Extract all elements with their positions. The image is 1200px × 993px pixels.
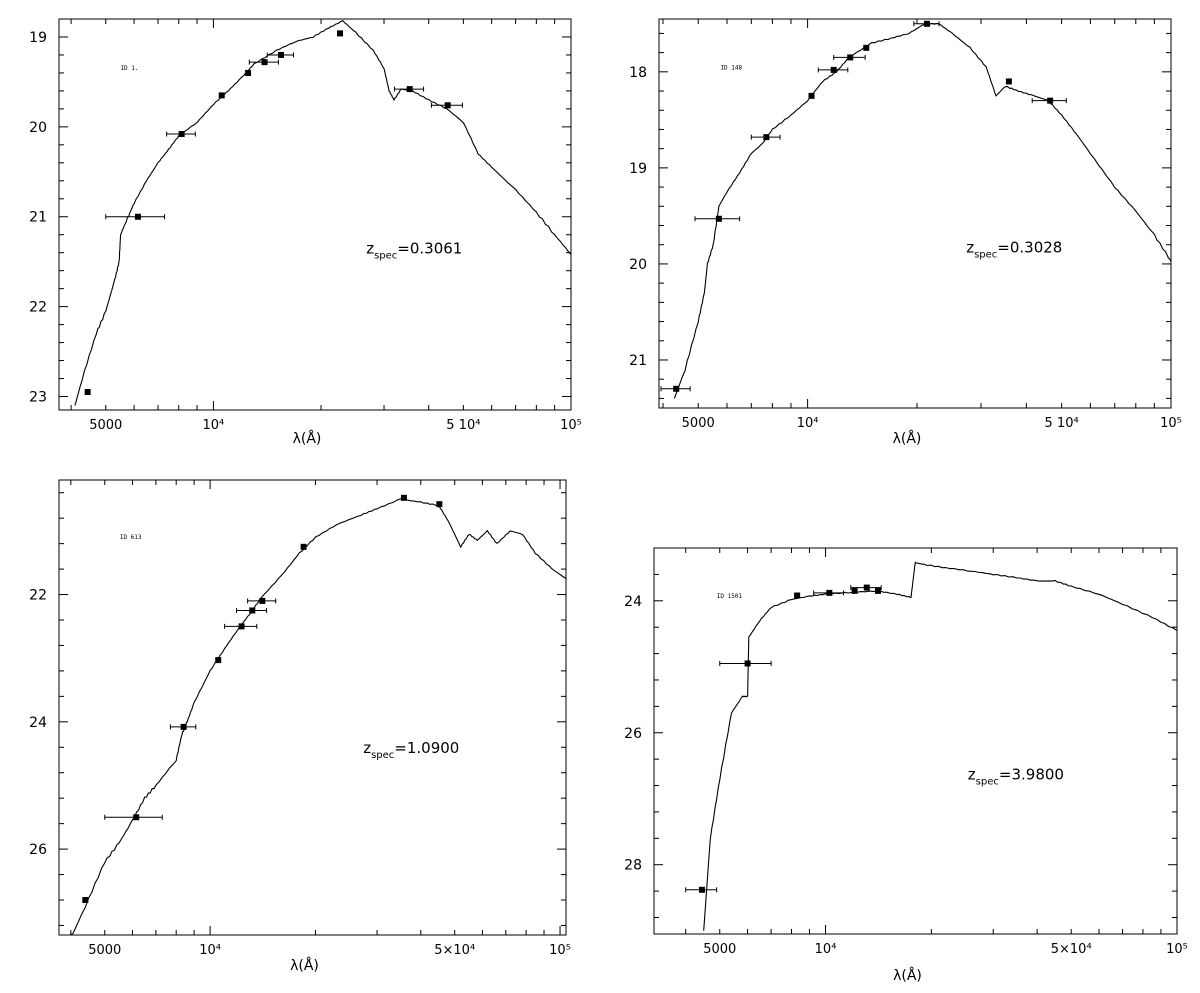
- chart-1-data-point: [178, 131, 185, 138]
- chart-2-data-point: [763, 134, 770, 141]
- chart-3-data-point: [82, 897, 89, 903]
- chart-1-data-point: [134, 213, 141, 220]
- chart-1-data-point: [337, 30, 344, 37]
- chart-4-y-tick-label: 24: [624, 594, 642, 610]
- chart-2-y-tick-label: 19: [629, 161, 647, 177]
- chart-1-data-point: [218, 92, 225, 99]
- chart-4-id-label: ID 1501: [717, 593, 743, 600]
- chart-2-data-point: [830, 66, 837, 73]
- chart-3-x-tick-label: 5000: [88, 943, 121, 958]
- chart-3-redshift-annotation: zspec=1.0900: [363, 739, 459, 761]
- chart-2-data-point: [808, 92, 815, 99]
- chart-1-data-point: [406, 86, 413, 93]
- chart-4-x-tick-label: 5000: [703, 942, 736, 957]
- chart-4-data-point: [863, 584, 870, 591]
- chart-2-x-tick-label: 10⁴: [797, 416, 819, 431]
- chart-3-x-tick-label: 10⁵: [549, 943, 571, 958]
- chart-3: 22 24 26 5000 10⁴ 5×10⁴ 10⁵ λ(Å) ID 613 zspec=1.0…: [29, 479, 571, 974]
- chart-4: 24 26 28 5000 10⁴ 5×10⁴ 10⁵ λ(Å) ID 1501 zspec=3.…: [624, 547, 1188, 984]
- chart-2-data-point: [923, 20, 930, 27]
- chart-1: 19 20 21 22 23 5000 10⁴ 5 10⁴ 10⁵ λ(Å) ID 1. zspec=…: [29, 18, 582, 447]
- chart-1-y-tick-label: 22: [29, 300, 47, 316]
- chart-4-y-tick-label: 26: [624, 726, 642, 742]
- chart-3-x-axis-label: λ(Å): [290, 957, 319, 974]
- chart-1-model-sed-curve: [74, 20, 572, 406]
- chart-3-data-point: [215, 657, 222, 664]
- chart-4-data-point: [851, 587, 858, 594]
- chart-1-y-tick-label: 20: [29, 120, 47, 136]
- chart-2-plot-frame: [658, 18, 1172, 409]
- chart-4-x-tick-label: 5×10⁴: [1051, 942, 1092, 957]
- chart-2-data-point: [673, 385, 680, 392]
- chart-1-data-point: [245, 69, 252, 76]
- chart-2-redshift-annotation: zspec=0.3028: [966, 238, 1062, 260]
- chart-4-data-point: [744, 660, 751, 667]
- chart-4-plot-frame: [653, 547, 1178, 935]
- chart-4-redshift-annotation: zspec=3.9800: [968, 766, 1064, 788]
- chart-4-x-axis-label: λ(Å): [893, 967, 922, 984]
- chart-3-data-point: [400, 494, 407, 501]
- chart-3-model-sed-curve: [70, 498, 567, 936]
- chart-1-plot-frame: [58, 18, 572, 411]
- chart-3-x-tick-label: 5×10⁴: [434, 943, 475, 958]
- chart-4-data-point: [794, 592, 801, 599]
- chart-2-data-point: [863, 44, 870, 51]
- chart-2-y-tick-label: 18: [629, 65, 647, 81]
- chart-2-data-point: [1005, 78, 1012, 85]
- chart-1-data-point: [84, 389, 91, 396]
- chart-4-data-point: [826, 589, 833, 596]
- chart-1-data-point: [444, 102, 451, 109]
- chart-3-data-point: [133, 814, 140, 821]
- chart-2-x-tick-label: 10⁵: [1160, 416, 1182, 431]
- chart-2-x-tick-label: 5000: [682, 416, 715, 431]
- chart-1-y-tick-label: 21: [29, 210, 47, 226]
- chart-2-id-label: ID 148: [720, 65, 742, 72]
- chart-2-y-tick-label: 20: [629, 257, 647, 273]
- chart-2: 18 19 20 21 5000 10⁴ 5 10⁴ 10⁵ λ(Å) ID 148 zspec=0…: [629, 18, 1182, 447]
- chart-3-data-point: [249, 607, 256, 614]
- chart-3-y-tick-label: 22: [29, 588, 47, 604]
- chart-2-data-point: [847, 54, 854, 61]
- chart-3-y-tick-label: 26: [29, 842, 47, 858]
- chart-3-id-label: ID 613: [120, 534, 142, 541]
- chart-3-data-point: [238, 623, 245, 630]
- chart-3-data-point: [180, 723, 187, 730]
- chart-1-x-tick-label: 10⁴: [203, 418, 225, 433]
- chart-1-x-axis-label: λ(Å): [293, 430, 322, 447]
- chart-3-plot-frame: [58, 479, 567, 936]
- chart-3-x-tick-label: 10⁴: [199, 943, 221, 958]
- chart-1-id-label: ID 1.: [120, 65, 138, 72]
- chart-3-data-point: [259, 597, 266, 604]
- chart-2-data-point: [1047, 97, 1054, 104]
- chart-4-data-point: [698, 886, 705, 893]
- chart-2-x-tick-label: 5 10⁴: [1045, 416, 1079, 431]
- chart-2-y-tick-label: 21: [629, 353, 647, 369]
- chart-4-data-point: [874, 587, 881, 594]
- chart-3-y-tick-label: 24: [29, 715, 47, 731]
- chart-1-data-point: [277, 51, 284, 58]
- chart-1-y-tick-label: 23: [29, 390, 47, 406]
- chart-1-x-tick-label: 5000: [89, 418, 122, 433]
- chart-1-redshift-annotation: zspec=0.3061: [366, 240, 462, 262]
- chart-4-x-tick-label: 10⁴: [815, 942, 837, 957]
- chart-3-data-point: [300, 543, 307, 550]
- chart-2-model-sed-curve: [673, 22, 1172, 399]
- chart-4-model-sed-curve: [703, 561, 1178, 931]
- chart-4-x-tick-label: 10⁵: [1166, 942, 1188, 957]
- chart-2-data-point: [715, 215, 722, 222]
- chart-3-data-point: [436, 501, 443, 508]
- chart-1-x-tick-label: 5 10⁴: [446, 418, 480, 433]
- chart-1-y-tick-label: 19: [29, 30, 47, 46]
- chart-1-data-point: [261, 59, 268, 66]
- chart-1-x-tick-label: 10⁵: [560, 418, 582, 433]
- chart-2-x-axis-label: λ(Å): [893, 430, 922, 447]
- chart-4-y-tick-label: 28: [624, 858, 642, 874]
